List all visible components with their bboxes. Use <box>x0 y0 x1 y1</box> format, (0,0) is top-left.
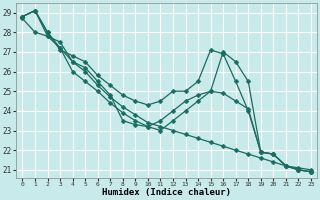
X-axis label: Humidex (Indice chaleur): Humidex (Indice chaleur) <box>102 188 231 197</box>
